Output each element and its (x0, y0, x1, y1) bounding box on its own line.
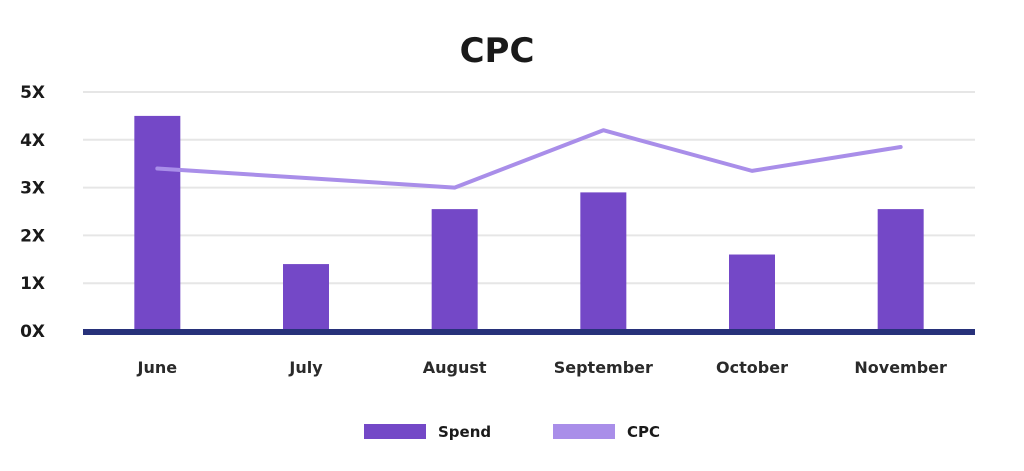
x-tick-label: September (554, 358, 653, 377)
grid-lines (83, 91, 975, 285)
spend-bar-june (134, 115, 181, 332)
x-axis-ticks: June July August September October November (137, 358, 948, 377)
spend-bar-october (729, 254, 775, 331)
legend-label-spend: Spend (438, 423, 491, 441)
x-tick-label: October (716, 358, 788, 377)
x-tick-label: August (423, 358, 487, 377)
x-tick-label: July (288, 358, 323, 377)
y-tick-label: 5X (20, 83, 45, 103)
spend-bar-july (283, 264, 329, 331)
legend-swatch-spend (364, 424, 426, 439)
spend-bars (134, 115, 924, 332)
cpc-line-path (155, 128, 903, 190)
y-tick-label: 0X (20, 322, 45, 342)
y-axis-ticks: 0X 1X 2X 3X 4X 5X (20, 83, 45, 342)
baseline-bar (83, 329, 975, 335)
legend: Spend CPC (364, 423, 660, 441)
y-tick-label: 3X (20, 179, 45, 199)
cpc-line (155, 128, 903, 190)
x-axis-baseline (83, 329, 975, 335)
y-tick-label: 2X (20, 226, 45, 246)
legend-label-cpc: CPC (627, 423, 660, 441)
y-tick-label: 1X (20, 274, 45, 294)
spend-bar-september (580, 192, 627, 331)
y-tick-label: 4X (20, 131, 45, 151)
x-tick-label: November (854, 358, 947, 377)
x-tick-label: June (137, 358, 178, 377)
legend-swatch-cpc (553, 424, 615, 439)
chart-title: CPC (460, 31, 535, 71)
spend-bar-august (431, 209, 478, 331)
spend-bar-november (877, 209, 924, 331)
